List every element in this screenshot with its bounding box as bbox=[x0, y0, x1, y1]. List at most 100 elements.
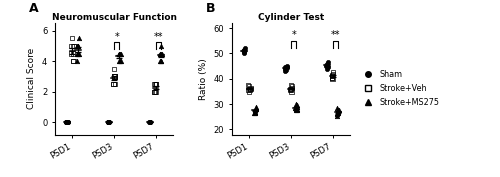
Y-axis label: Clinical Score: Clinical Score bbox=[28, 48, 36, 109]
Point bbox=[62, 121, 70, 124]
Legend: Sham, Stroke+Veh, Stroke+MS275: Sham, Stroke+Veh, Stroke+MS275 bbox=[356, 67, 442, 110]
Point bbox=[292, 108, 300, 111]
Point bbox=[116, 52, 124, 55]
Point bbox=[292, 109, 300, 112]
Point bbox=[240, 51, 248, 54]
Point bbox=[158, 52, 166, 55]
Point bbox=[292, 108, 300, 111]
Point bbox=[292, 107, 300, 109]
Y-axis label: Ratio (%): Ratio (%) bbox=[199, 58, 208, 100]
Point bbox=[324, 66, 332, 69]
Point bbox=[246, 90, 254, 93]
Point bbox=[62, 121, 70, 124]
Point bbox=[333, 113, 341, 116]
Point bbox=[156, 60, 164, 63]
Point bbox=[116, 60, 124, 63]
Point bbox=[240, 48, 248, 51]
Point bbox=[282, 65, 290, 67]
Point bbox=[240, 48, 248, 51]
Point bbox=[328, 76, 336, 79]
Point bbox=[146, 121, 154, 124]
Point bbox=[156, 52, 164, 55]
Point bbox=[251, 110, 259, 113]
Point bbox=[116, 60, 124, 63]
Title: Neuromuscular Function: Neuromuscular Function bbox=[52, 13, 176, 22]
Point bbox=[104, 121, 112, 124]
Point bbox=[70, 60, 78, 63]
Point bbox=[115, 52, 123, 55]
Point bbox=[62, 121, 70, 124]
Point bbox=[322, 65, 330, 67]
Point bbox=[110, 83, 118, 85]
Point bbox=[152, 83, 160, 85]
Point bbox=[110, 67, 118, 70]
Point bbox=[334, 110, 342, 113]
Point bbox=[323, 62, 331, 65]
Point bbox=[152, 83, 160, 85]
Point bbox=[282, 66, 290, 69]
Point bbox=[111, 83, 119, 85]
Point bbox=[292, 103, 300, 105]
Point bbox=[288, 90, 296, 93]
Point bbox=[110, 83, 118, 85]
Point bbox=[150, 83, 158, 85]
Point bbox=[288, 86, 296, 89]
Point bbox=[282, 67, 290, 70]
Point bbox=[74, 37, 82, 40]
Point bbox=[157, 60, 165, 63]
Point bbox=[146, 121, 154, 124]
Point bbox=[146, 121, 154, 124]
Point bbox=[74, 44, 82, 47]
Point bbox=[64, 121, 72, 124]
Point bbox=[246, 86, 254, 89]
Point bbox=[294, 104, 302, 107]
Point bbox=[330, 71, 338, 74]
Text: **: ** bbox=[154, 32, 163, 42]
Point bbox=[64, 121, 72, 124]
Point bbox=[246, 89, 254, 92]
Point bbox=[282, 68, 290, 71]
Point bbox=[110, 75, 118, 78]
Point bbox=[146, 121, 154, 124]
Point bbox=[328, 77, 336, 80]
Text: A: A bbox=[29, 2, 38, 15]
Point bbox=[329, 72, 337, 75]
Point bbox=[63, 121, 71, 124]
Point bbox=[324, 61, 332, 64]
Point bbox=[252, 107, 260, 109]
Point bbox=[288, 85, 296, 88]
Point bbox=[68, 37, 76, 40]
Point bbox=[287, 89, 295, 92]
Point bbox=[328, 74, 336, 76]
Point bbox=[246, 87, 254, 90]
Point bbox=[241, 47, 249, 50]
Point bbox=[251, 110, 259, 113]
Point bbox=[152, 90, 160, 93]
Point bbox=[68, 52, 76, 55]
Point bbox=[288, 87, 296, 90]
Point bbox=[110, 75, 118, 78]
Point bbox=[146, 121, 154, 124]
Text: *: * bbox=[114, 32, 119, 42]
Point bbox=[252, 108, 260, 111]
Point bbox=[104, 121, 112, 124]
Point bbox=[74, 52, 82, 55]
Point bbox=[286, 89, 294, 92]
Point bbox=[68, 52, 76, 55]
Point bbox=[335, 109, 343, 112]
Point bbox=[72, 44, 80, 47]
Point bbox=[328, 76, 336, 79]
Point bbox=[74, 52, 82, 55]
Point bbox=[333, 114, 341, 117]
Point bbox=[114, 52, 122, 55]
Point bbox=[151, 90, 159, 93]
Point bbox=[328, 75, 336, 78]
Point bbox=[286, 84, 294, 87]
Point bbox=[68, 44, 76, 47]
Point bbox=[240, 52, 248, 55]
Point bbox=[158, 44, 166, 47]
Point bbox=[70, 60, 78, 63]
Point bbox=[286, 87, 294, 90]
Point bbox=[252, 112, 260, 114]
Point bbox=[240, 49, 248, 52]
